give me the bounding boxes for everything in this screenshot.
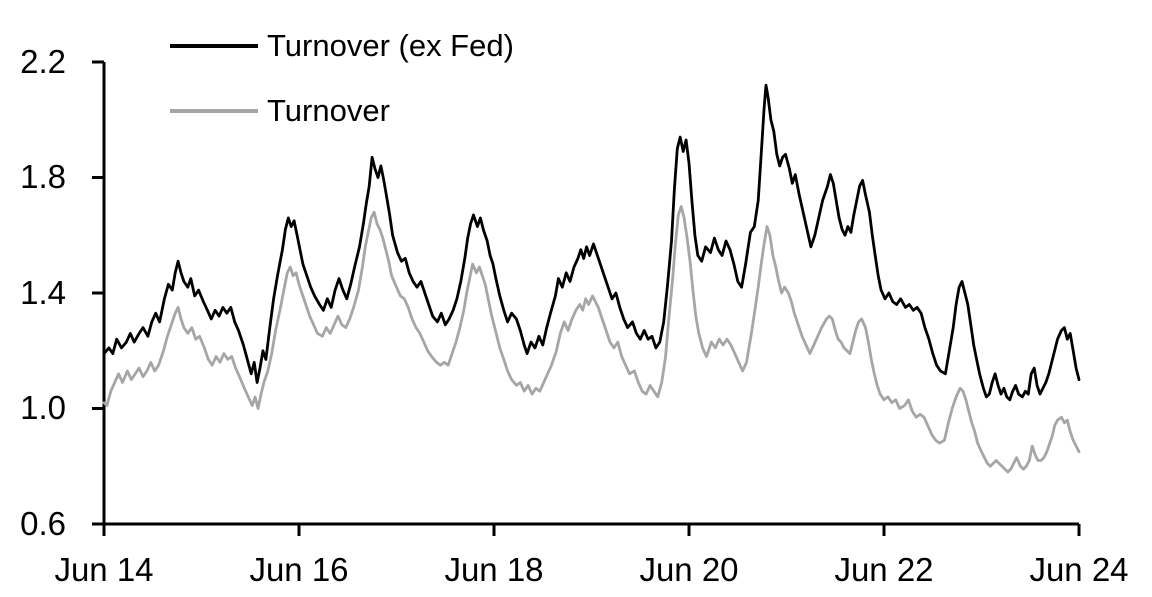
y-axis-tick-label: 0.6 [20, 505, 66, 542]
x-axis-tick-label: Jun 16 [249, 551, 349, 588]
x-axis-tick-label: Jun 24 [1029, 551, 1129, 588]
y-axis-tick-label: 1.0 [20, 389, 66, 426]
x-axis-tick-label: Jun 20 [639, 551, 739, 588]
axis-spine [102, 62, 1079, 526]
x-axis-tick-label: Jun 22 [834, 551, 934, 588]
series-line-turnover [102, 204, 1081, 474]
series-line-turnover-ex-fed [102, 83, 1081, 402]
y-axis-tick-label: 2.2 [20, 43, 66, 80]
x-axis-tick-label: Jun 14 [54, 551, 154, 588]
y-axis-tick-label: 1.8 [20, 158, 66, 195]
y-axis-tick-label: 1.4 [20, 274, 66, 311]
x-axis-tick-label: Jun 18 [444, 551, 544, 588]
